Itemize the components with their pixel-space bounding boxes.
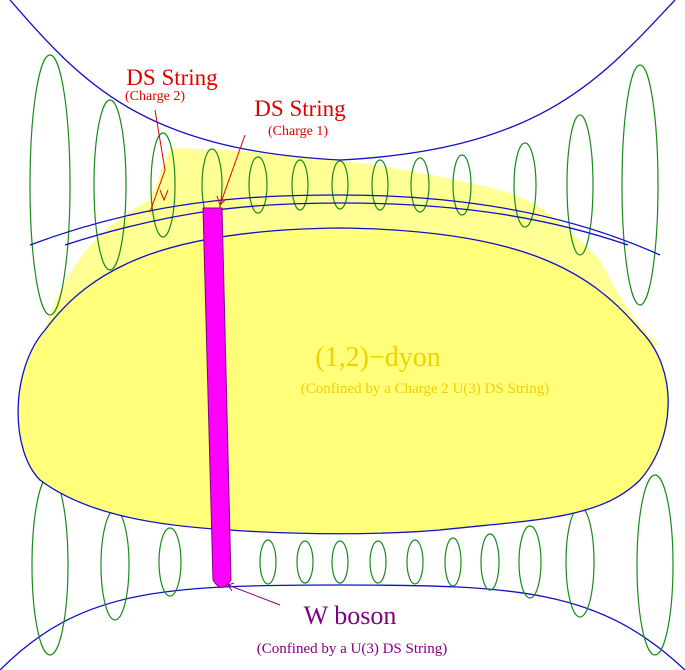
label-subtitle: (Confined by a U(3) DS String)	[257, 641, 447, 657]
label-subtitle: (Confined by a Charge 2 U(3) DS String)	[301, 381, 549, 397]
ds-string-lower	[64, 202, 629, 246]
ds-string-upper	[29, 194, 661, 256]
label-subtitle: (Charge 2)	[125, 89, 185, 104]
tube-top	[9, 0, 676, 161]
label-subtitle: (Charge 1)	[268, 124, 328, 139]
arrows	[149, 109, 246, 213]
tube-bottom	[0, 584, 685, 670]
label-title: W boson	[304, 601, 397, 630]
dyon	[17, 227, 669, 535]
label-title: (1,2)−dyon	[315, 342, 440, 373]
label-title: DS String	[254, 96, 346, 121]
flux-rings-bottom	[31, 474, 674, 656]
flux-rings-top	[29, 54, 659, 316]
label-title: DS String	[126, 65, 218, 90]
w-arrow	[227, 582, 281, 606]
w-boson-string	[202, 207, 232, 588]
